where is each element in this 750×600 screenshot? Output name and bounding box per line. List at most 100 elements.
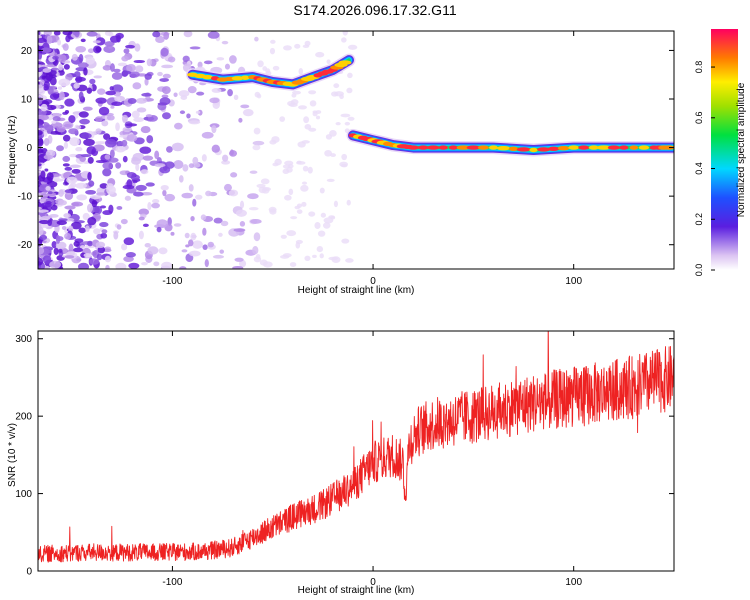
spectrogram-noise-blob <box>110 63 115 72</box>
spectrogram-noise-blob <box>80 153 92 158</box>
spectrogram-noise-blob <box>248 207 259 211</box>
spectrogram-noise-blob <box>117 62 127 67</box>
spectrogram-noise-blob <box>86 87 93 94</box>
spectrogram-noise-blob <box>181 192 194 199</box>
spectrogram-noise-blob <box>44 168 49 172</box>
spectrogram-noise-blob <box>56 220 67 226</box>
snr-y-tick-label: 300 <box>15 334 32 345</box>
colorbar-tick-label: 0.2 <box>694 213 704 226</box>
spectrogram-noise-blob <box>75 182 87 189</box>
spectrogram-noise-blob <box>57 199 67 206</box>
spectrogram-noise-blob <box>106 114 115 121</box>
spectrogram-noise-blob <box>179 110 186 115</box>
spectrogram-noise-blob <box>52 116 61 122</box>
spectrogram-noise-blob <box>239 259 247 268</box>
spectrogram-noise-blob <box>119 134 129 138</box>
spectrogram-noise-blob <box>41 75 47 80</box>
spectrogram-noise-blob <box>192 156 199 165</box>
spectrogram-noise-blob <box>347 72 353 79</box>
spectrogram-ridge-peak <box>202 74 213 80</box>
spectrogram-noise-blob <box>253 127 261 135</box>
spectrogram-noise-blob <box>45 104 57 111</box>
spectrogram-noise-blob <box>46 129 52 135</box>
spectrogram-noise-blob <box>68 243 74 253</box>
spectrogram-noise-blob <box>68 128 79 135</box>
spectrogram-noise-blob <box>223 183 232 192</box>
spectrogram-noise-blob <box>145 114 153 118</box>
spectrogram-noise-blob <box>95 97 107 104</box>
spectrogram-noise-blob <box>188 239 194 247</box>
spectrogram-noise-blob <box>319 253 324 259</box>
spectrogram-noise-blob <box>56 145 64 152</box>
spectrogram-ridge-peak <box>448 145 458 150</box>
spectrogram-noise-blob <box>105 138 117 148</box>
spectrogram-noise-blob <box>129 71 140 78</box>
spectrogram-noise-blob <box>104 41 115 47</box>
spectrogram-y-axis-label: Frequency (Hz) <box>7 116 18 185</box>
spectrogram-noise-blob <box>189 46 201 50</box>
spectrogram-noise-blob <box>301 140 310 144</box>
spectrogram-noise-blob <box>289 262 297 268</box>
spectrogram-noise-blob <box>146 135 154 144</box>
spectrogram-noise-blob <box>235 209 247 217</box>
spectrogram-noise-blob <box>219 249 225 254</box>
snr-x-tick-label: 0 <box>370 577 376 588</box>
spectrogram-ridge-layer <box>186 53 674 157</box>
spectrogram-noise-blob <box>83 138 95 147</box>
spectrogram-noise-blob <box>64 189 73 194</box>
spectrogram-noise-blob <box>116 224 122 230</box>
spectrogram-noise-blob <box>286 230 297 237</box>
spectrogram-noise-blob <box>38 129 43 136</box>
spectrogram-noise-blob <box>174 122 183 130</box>
spectrogram-noise-blob <box>93 75 102 79</box>
spectrogram-noise-blob <box>122 184 135 190</box>
spectrogram-ridge-peak <box>496 145 511 151</box>
spectrogram-noise-blob <box>87 156 94 164</box>
spectrogram-ridge-peak <box>568 145 580 150</box>
spectrogram-noise-blob <box>304 123 312 130</box>
spectrogram-noise-blob <box>138 208 150 216</box>
spectrogram-noise-blob <box>142 155 154 161</box>
spectrogram-noise-blob <box>301 201 307 207</box>
spectrogram-noise-blob <box>222 154 229 162</box>
spectrogram-noise-blob <box>99 205 107 209</box>
spectrogram-noise-blob <box>262 261 273 268</box>
spectrogram-noise-blob <box>85 189 97 195</box>
spectrogram-noise-blob <box>47 191 53 195</box>
spectrogram-noise-blob <box>341 238 350 244</box>
spectrogram-noise-blob <box>87 171 92 181</box>
spectrogram-ridge-peak <box>407 145 420 150</box>
spectrogram-noise-blob <box>123 48 130 54</box>
spectrogram-y-tick-label: -10 <box>18 192 33 203</box>
spectrogram-noise-blob <box>111 72 123 80</box>
spectrogram-noise-blob <box>75 125 82 130</box>
spectrogram-noise-blob <box>108 204 114 214</box>
spectrogram-noise-blob <box>284 160 294 166</box>
spectrogram-noise-blob <box>331 256 341 264</box>
spectrogram-noise-blob <box>49 130 62 135</box>
spectrogram-noise-blob <box>64 255 75 259</box>
spectrogram-noise-blob <box>188 120 201 125</box>
spectrogram-noise-blob <box>56 126 66 133</box>
spectrogram-noise-blob <box>110 105 115 109</box>
spectrogram-noise-blob <box>105 264 110 269</box>
spectrogram-noise-blob <box>159 78 170 82</box>
spectrogram-noise-blob <box>304 255 311 261</box>
spectrogram-noise-blob <box>167 56 176 63</box>
spectrogram-noise-blob <box>83 253 92 258</box>
spectrogram-noise-blob <box>152 31 161 38</box>
spectrogram-noise-blob <box>294 205 301 210</box>
spectrogram-noise-blob <box>41 47 52 53</box>
spectrogram-noise-blob <box>145 182 155 187</box>
spectrogram-noise-blob <box>69 164 82 169</box>
spectrogram-noise-blob <box>270 39 276 44</box>
spectrogram-noise-blob <box>51 240 57 249</box>
spectrogram-noise-blob <box>162 189 167 197</box>
spectrogram-noise-blob <box>188 250 201 257</box>
spectrogram-noise-blob <box>38 209 49 213</box>
spectrogram-noise-blob <box>178 175 184 183</box>
spectrogram-noise-blob <box>39 79 45 86</box>
spectrogram-noise-blob <box>298 67 304 75</box>
spectrogram-noise-blob <box>57 54 67 63</box>
